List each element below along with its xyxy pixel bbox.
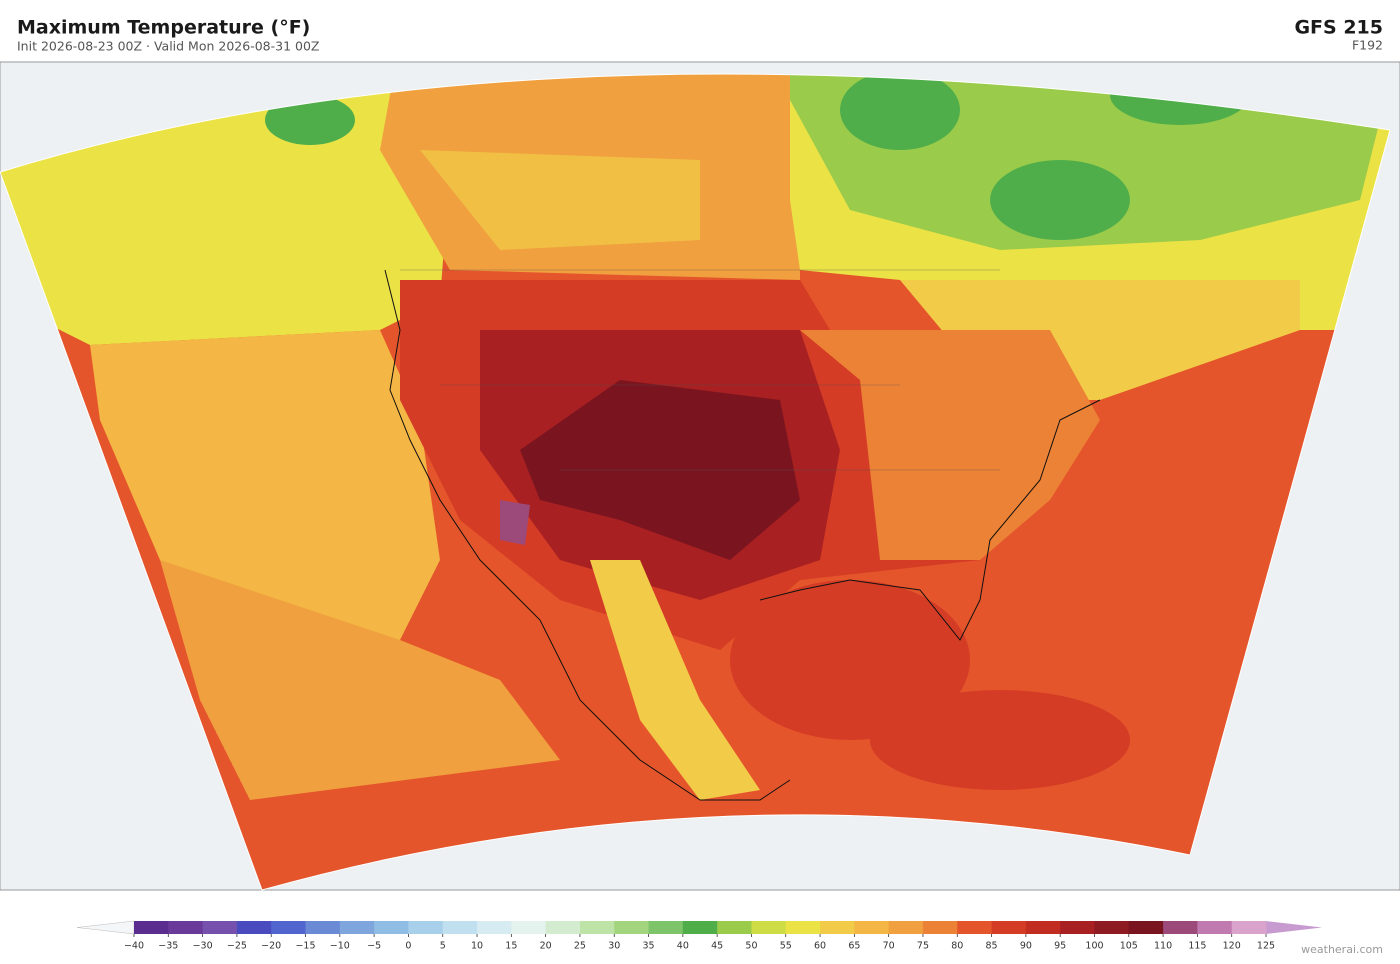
colorbar-segment <box>305 921 341 934</box>
colorbar-tick-label: 20 <box>540 941 552 952</box>
field-region <box>990 160 1130 240</box>
title: Maximum Temperature (°F) <box>17 17 310 39</box>
colorbar-segment <box>1231 921 1267 934</box>
colorbar-over <box>1266 921 1322 934</box>
colorbar-segment <box>1128 921 1164 934</box>
colorbar-tick-label: 95 <box>1054 941 1066 952</box>
colorbar-tick-label: −15 <box>295 941 315 952</box>
colorbar-segment <box>957 921 992 934</box>
border <box>400 269 1000 471</box>
colorbar-tick-label: 85 <box>986 941 998 952</box>
colorbar-tick-label: 120 <box>1223 941 1241 952</box>
colorbar-segment <box>374 921 409 934</box>
field-region <box>420 150 700 250</box>
colorbar-tick-label: 25 <box>574 941 586 952</box>
colorbar-tick-label: 90 <box>1020 941 1032 952</box>
colorbar-segment <box>785 921 821 934</box>
colorbar-segment <box>1094 921 1130 934</box>
colorbar-segment <box>991 921 1027 934</box>
colorbar-tick-label: 80 <box>951 941 963 952</box>
colorbar-tick-label: 115 <box>1188 941 1206 952</box>
colorbar-segment <box>682 921 718 934</box>
field-region <box>800 330 1100 560</box>
colorbar-tick-label: 5 <box>440 941 446 952</box>
colorbar-segment <box>1025 921 1061 934</box>
colorbar-segment <box>442 921 478 934</box>
colorbar-tick-label: 65 <box>848 941 860 952</box>
colorbar-segment <box>579 921 615 934</box>
colorbar-tick-label: 40 <box>677 941 689 952</box>
field-region <box>840 74 960 150</box>
colorbar-segment <box>545 921 581 934</box>
domain-edge <box>0 73 1391 891</box>
colorbar-segment <box>408 921 444 934</box>
field-region <box>160 560 560 800</box>
field-region <box>590 560 760 800</box>
colorbar-segment <box>888 921 924 934</box>
colorbar-tick-label: −5 <box>367 941 381 952</box>
colorbar-tick-label: 45 <box>711 941 723 952</box>
colorbar-segment <box>854 921 890 934</box>
colorbar-tick-label: 60 <box>814 941 826 952</box>
field-region <box>730 580 970 740</box>
watermark: weatherai.com <box>1301 943 1383 956</box>
colorbar-segment <box>134 921 169 934</box>
field-region <box>870 690 1130 790</box>
temperature-field <box>0 74 1390 890</box>
coastline <box>384 269 1101 801</box>
colorbar-tick-label: 30 <box>608 941 620 952</box>
colorbar-segment <box>236 921 272 934</box>
colorbar-tick-label: 70 <box>883 941 895 952</box>
colorbar-tick-label: 50 <box>745 941 757 952</box>
colorbar-segment <box>202 921 238 934</box>
field-region <box>265 95 355 145</box>
colorbar-tick-label: 100 <box>1085 941 1103 952</box>
colorbar-tick-label: 110 <box>1154 941 1172 952</box>
colorbar-tick-label: −20 <box>261 941 281 952</box>
colorbar-segment <box>1060 921 1095 934</box>
colorbar-tick-label: −25 <box>227 941 247 952</box>
colorbar-segment <box>511 921 547 934</box>
colorbar-segment <box>1197 921 1233 934</box>
colorbar-tick-label: −30 <box>193 941 213 952</box>
colorbar-tick-label: −40 <box>124 941 144 952</box>
colorbar-tick-label: 0 <box>405 941 411 952</box>
colorbar-segment <box>820 921 855 934</box>
colorbar-tick-label: 55 <box>780 941 792 952</box>
colorbar-segment <box>477 921 512 934</box>
colorbar-segment <box>339 921 375 934</box>
colorbar-under <box>76 920 135 935</box>
colorbar-segment <box>271 921 306 934</box>
colorbar-tick-label: 10 <box>471 941 483 952</box>
subtitle: Init 2026-08-23 00Z · Valid Mon 2026-08-… <box>17 39 319 54</box>
colorbar-segment <box>648 921 684 934</box>
colorbar-segment <box>614 921 649 934</box>
field-region <box>500 500 530 545</box>
colorbar-tick-label: 15 <box>505 941 517 952</box>
colorbar: −40 −35 −30 −25 −20 −15 −10 −5 0 5 10 15 20 25 30 35 40 4… <box>76 920 1322 952</box>
colorbar-tick-label: −10 <box>330 941 350 952</box>
model-label: GFS 215 <box>1294 17 1383 39</box>
colorbar-tick-label: 35 <box>642 941 654 952</box>
colorbar-tick-label: 105 <box>1120 941 1138 952</box>
colorbar-tick-label: 75 <box>917 941 929 952</box>
colorbar-segment <box>751 921 787 934</box>
colorbar-segment <box>168 921 204 934</box>
map <box>0 61 1400 891</box>
colorbar-tick-label: −35 <box>158 941 178 952</box>
colorbar-tick-label: 125 <box>1257 941 1275 952</box>
colorbar-segment <box>922 921 958 934</box>
colorbar-segment <box>1163 921 1198 934</box>
forecast-hour: F192 <box>1352 38 1383 53</box>
colorbar-segment <box>717 921 752 934</box>
